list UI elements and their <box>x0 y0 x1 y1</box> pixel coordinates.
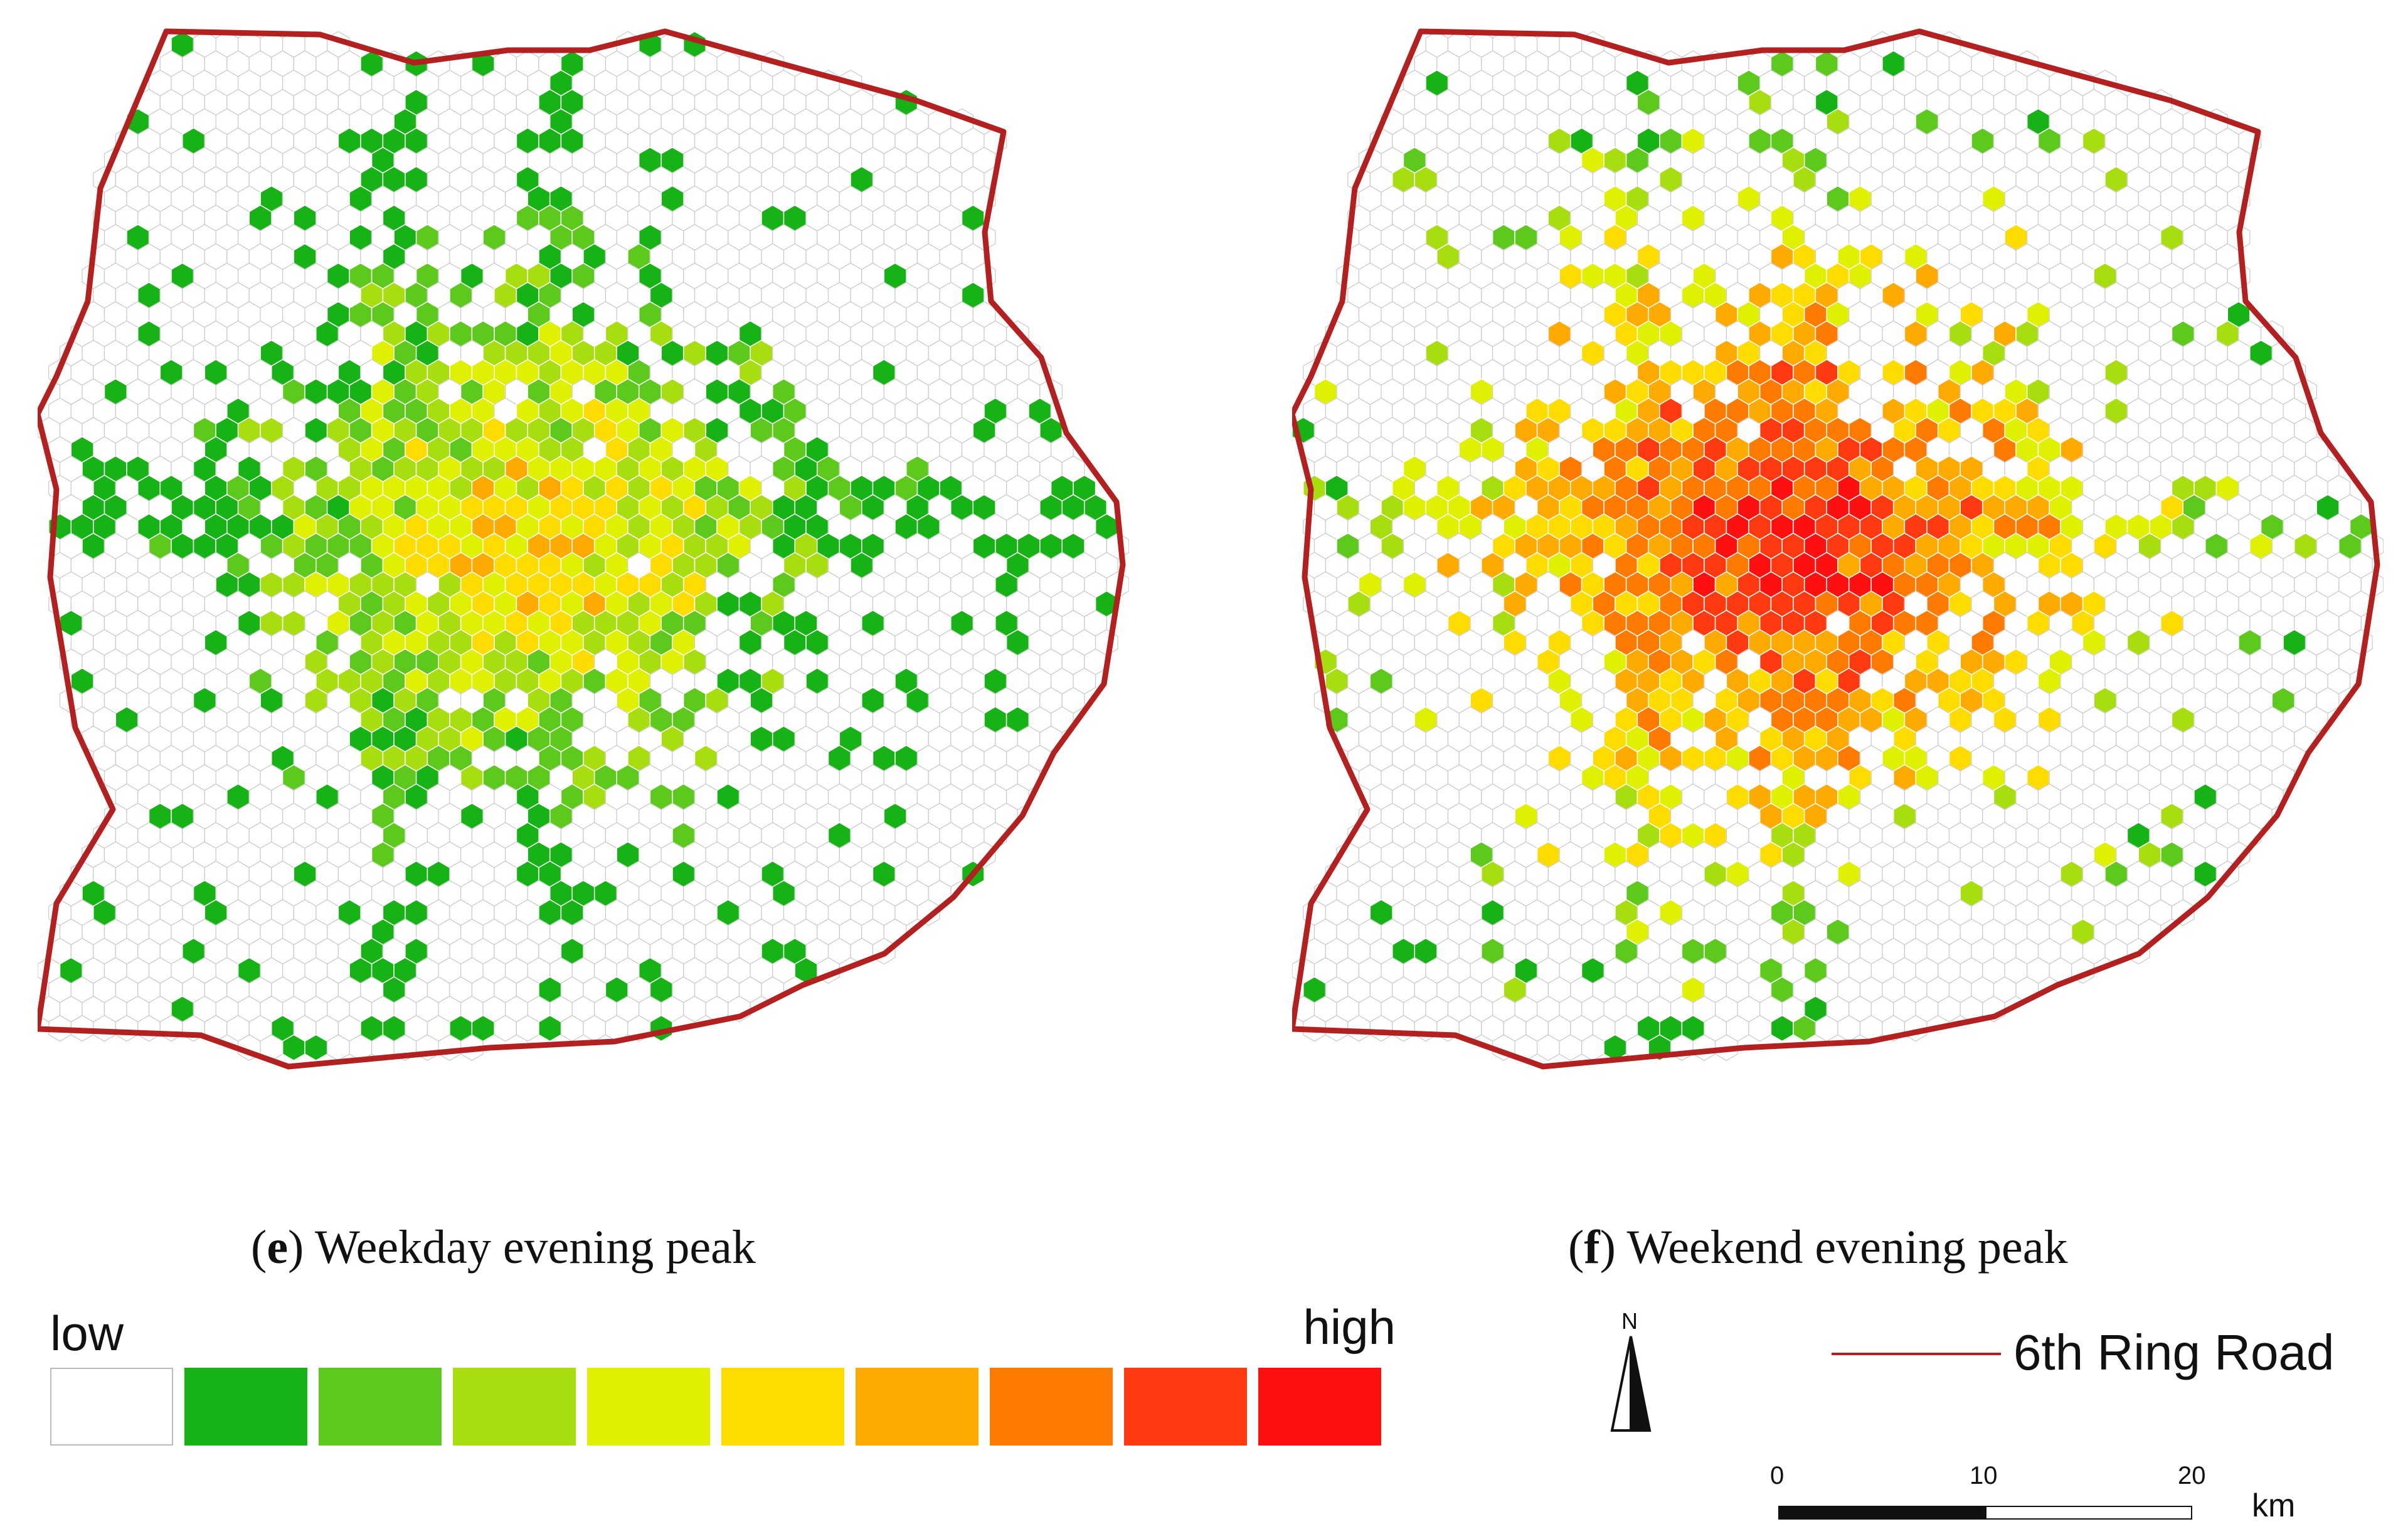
caption-weekday-letter: e <box>267 1221 289 1274</box>
ring-road-boundary-weekday <box>38 28 1126 1070</box>
caption-weekend-letter: f <box>1584 1221 1600 1274</box>
hex-map-weekday <box>38 28 1129 1070</box>
caption-weekend: (f) Weekend evening peak <box>1568 1221 2068 1274</box>
scale-tick-20: 20 <box>2178 1462 2206 1489</box>
legend-swatch-1 <box>184 1368 307 1446</box>
color-legend: low high <box>50 1299 1405 1449</box>
hex-map-weekend <box>1292 28 2384 1070</box>
legend-swatch-3 <box>453 1368 576 1446</box>
north-label: N <box>1621 1308 1638 1334</box>
legend-low-label: low <box>50 1306 124 1361</box>
scale-tick-0: 0 <box>1770 1462 1785 1489</box>
legend-swatch-7 <box>990 1368 1113 1446</box>
scale-bar-white-segment <box>1985 1506 2192 1520</box>
legend-high-label: high <box>1303 1299 1396 1355</box>
legend-swatch-2 <box>319 1368 442 1446</box>
legend-swatch-4 <box>587 1368 710 1446</box>
legend-swatch-6 <box>856 1368 979 1446</box>
north-arrow-icon <box>1610 1336 1652 1432</box>
caption-weekend-title: Weekend evening peak <box>1626 1221 2068 1274</box>
ring-road-legend: 6th Ring Road <box>1832 1324 2377 1387</box>
scale-bar-black-segment <box>1778 1506 1985 1520</box>
legend-swatch-5 <box>721 1368 844 1446</box>
scale-unit: km <box>2252 1488 2296 1524</box>
ring-road-label-number: 6th <box>2013 1324 2084 1380</box>
legend-swatch-9 <box>1258 1368 1381 1446</box>
caption-weekday: (e) Weekday evening peak <box>251 1221 756 1274</box>
scale-bar: 0 10 20 km <box>1756 1462 2402 1531</box>
caption-weekday-title: Weekday evening peak <box>314 1221 756 1274</box>
ring-road-line-swatch <box>1832 1353 2001 1355</box>
ring-road-label-text: Ring Road <box>2097 1324 2335 1380</box>
scale-tick-10: 10 <box>1970 1462 1998 1489</box>
map-panel-weekday <box>38 25 1129 1104</box>
legend-swatch-0 <box>50 1368 173 1446</box>
ring-road-boundary-weekend <box>1292 28 2380 1070</box>
legend-swatch-8 <box>1124 1368 1247 1446</box>
map-panel-weekend <box>1292 25 2384 1104</box>
ring-road-label: 6th Ring Road <box>2013 1324 2334 1382</box>
